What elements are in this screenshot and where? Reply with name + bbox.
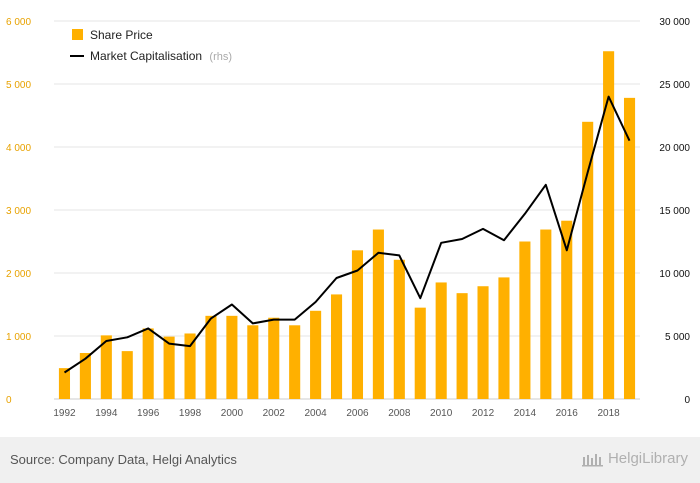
legend-swatch-share-price — [72, 29, 83, 40]
share-price-bar — [289, 325, 301, 399]
legend-market-cap-name: Market Capitalisation — [90, 49, 202, 63]
brand-logo[interactable]: HelgiLibrary — [581, 450, 688, 467]
x-axis-tick-label: 2016 — [556, 408, 579, 419]
legend-market-cap-suffix: (rhs) — [209, 51, 232, 63]
share-price-bar — [163, 336, 175, 399]
share-price-bar — [498, 277, 510, 399]
source-text: Source: Company Data, Helgi Analytics — [10, 452, 237, 467]
right-axis-tick-label: 25 000 — [659, 80, 690, 91]
x-axis-tick-label: 2018 — [597, 408, 620, 419]
left-axis-tick-label: 0 — [6, 395, 12, 406]
share-price-bar — [268, 317, 280, 399]
share-price-bar — [623, 97, 636, 400]
combo-chart: 0 1 000 2 000 3 000 4 000 5 000 6 000 0 5 000 10… — [6, 17, 690, 419]
legend: Share Price Market Capitalisation (rhs) — [70, 28, 232, 63]
x-axis-tick-label: 2010 — [430, 408, 453, 419]
share-price-bar — [330, 294, 343, 399]
brand-name: HelgiLibrary — [607, 450, 688, 467]
x-axis-tick-label: 2006 — [346, 408, 369, 419]
right-axis-tick-label: 30 000 — [659, 17, 690, 28]
share-price-bar — [310, 310, 322, 399]
left-axis-tick-label: 3 000 — [6, 206, 31, 217]
share-price-bar — [121, 351, 133, 399]
legend-label-market-cap: Market Capitalisation (rhs) — [90, 49, 232, 63]
footer: Source: Company Data, Helgi Analytics He… — [0, 437, 700, 483]
x-axis-tick-label: 1994 — [95, 408, 118, 419]
share-price-bar — [100, 335, 112, 399]
share-price-bar — [205, 315, 217, 399]
share-price-bar — [561, 220, 573, 399]
share-price-bar — [372, 229, 384, 399]
left-axis-ticks: 0 1 000 2 000 3 000 4 000 5 000 6 000 — [6, 17, 31, 406]
x-axis-tick-label: 1998 — [179, 408, 202, 419]
share-price-bar — [79, 353, 91, 399]
share-price-bar — [477, 286, 489, 399]
x-axis-tick-label: 2012 — [472, 408, 495, 419]
share-price-bar — [456, 293, 468, 399]
share-price-bar — [58, 368, 71, 399]
right-axis-tick-label: 5 000 — [665, 332, 690, 343]
share-price-bar — [435, 282, 447, 399]
share-price-bar — [184, 333, 196, 399]
share-price-bars — [58, 51, 636, 400]
market-cap-line — [63, 95, 631, 374]
x-axis-tick-label: 2008 — [388, 408, 411, 419]
share-price-bar — [393, 259, 405, 399]
left-axis-tick-label: 4 000 — [6, 143, 31, 154]
share-price-bar — [247, 325, 259, 399]
share-price-bar — [414, 307, 426, 399]
left-axis-tick-label: 5 000 — [6, 80, 31, 91]
left-axis-tick-label: 6 000 — [6, 17, 31, 28]
x-axis-tick-label: 2000 — [221, 408, 244, 419]
right-axis-ticks: 0 5 000 10 000 15 000 20 000 25 000 30 000 — [659, 17, 690, 406]
share-price-bar — [603, 51, 615, 400]
x-axis-tick-label: 1992 — [53, 408, 76, 419]
right-axis-tick-label: 20 000 — [659, 143, 690, 154]
share-price-bar — [540, 229, 552, 399]
share-price-bar — [351, 250, 364, 399]
x-axis-tick-label: 2002 — [263, 408, 286, 419]
library-icon — [581, 453, 603, 466]
x-axis-tick-label: 2004 — [304, 408, 327, 419]
x-axis-tick-label: 1996 — [137, 408, 160, 419]
right-axis-tick-label: 10 000 — [659, 269, 690, 280]
right-axis-tick-label: 15 000 — [659, 206, 690, 217]
right-axis-tick-label: 0 — [684, 395, 690, 406]
x-axis-ticks: 1992 1994 1996 1998 2000 2002 2004 2006 2008 2010… — [53, 408, 620, 419]
share-price-bar — [142, 328, 154, 399]
left-axis-tick-label: 2 000 — [6, 269, 31, 280]
grid-lines — [54, 20, 640, 400]
share-price-bar — [582, 121, 594, 400]
market-cap-line-layer — [63, 95, 631, 374]
share-price-bar — [519, 241, 531, 399]
left-axis-tick-label: 1 000 — [6, 332, 31, 343]
share-price-bar — [226, 315, 238, 399]
x-axis-tick-label: 2014 — [514, 408, 537, 419]
legend-label-share-price: Share Price — [90, 28, 153, 42]
